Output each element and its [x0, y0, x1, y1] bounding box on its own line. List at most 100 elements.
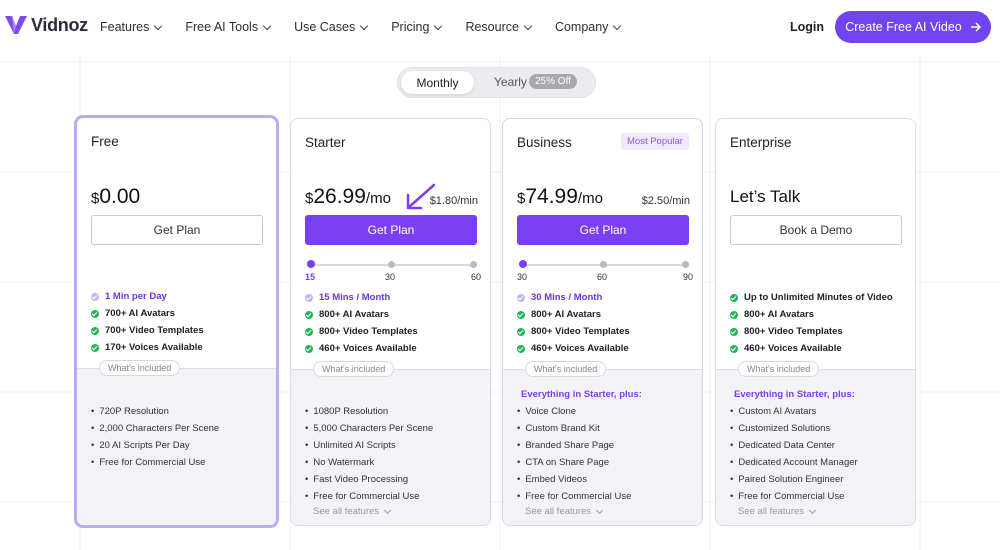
price-period: /mo: [577, 190, 603, 207]
list-item: Dedicated Data Center: [730, 437, 858, 454]
see-all-features-link[interactable]: See all features: [525, 506, 604, 517]
nav-company[interactable]: Company: [554, 20, 622, 34]
feature-text: 460+ Voices Available: [744, 343, 842, 354]
list-item: 800+ Video Templates: [730, 323, 893, 340]
book-demo-button[interactable]: Book a Demo: [730, 215, 902, 245]
billing-yearly-option[interactable]: Yearly: [494, 75, 527, 89]
feature-text: 170+ Voices Available: [105, 342, 203, 353]
cta-label: Create Free AI Video: [845, 20, 962, 34]
list-item: Unlimited AI Scripts: [305, 437, 433, 454]
login-link[interactable]: Login: [790, 20, 825, 34]
minutes-slider[interactable]: 15 30 60: [305, 260, 481, 282]
feature-list: 30 Mins / Month 800+ AI Avatars 800+ Vid…: [517, 289, 630, 357]
billing-monthly-option[interactable]: Monthly: [401, 71, 474, 94]
get-plan-button[interactable]: Get Plan: [517, 215, 689, 245]
list-item: 800+ AI Avatars: [517, 306, 630, 323]
nav-features[interactable]: Features: [100, 20, 163, 34]
list-item: 2,000 Characters Per Scene: [91, 420, 219, 437]
get-plan-button[interactable]: Get Plan: [305, 215, 477, 245]
nav-label: Pricing: [391, 20, 430, 34]
slider-tick-label: 60: [597, 272, 608, 282]
chevron-down-icon: [262, 21, 272, 30]
chevron-down-icon: [383, 506, 392, 514]
list-item: Custom Brand Kit: [517, 420, 631, 437]
slider-tick-label: 60: [471, 272, 482, 282]
list-item: 5,000 Characters Per Scene: [305, 420, 433, 437]
chevron-down-icon: [154, 21, 163, 30]
list-item: Up to Unlimited Minutes of Video: [730, 289, 893, 306]
minutes-slider[interactable]: 30 60 90: [517, 260, 693, 282]
slider-stop[interactable]: [470, 261, 477, 268]
chevron-down-icon: [359, 21, 369, 30]
list-item: 20 AI Scripts Per Day: [91, 437, 219, 454]
feature-text: 800+ AI Avatars: [531, 309, 601, 320]
slider-stop[interactable]: [600, 261, 607, 268]
see-all-features-link[interactable]: See all features: [738, 506, 817, 517]
included-section: What's included 1080P Resolution 5,000 C…: [291, 361, 490, 525]
feature-list: 15 Mins / Month 800+ AI Avatars 800+ Vid…: [305, 289, 418, 357]
list-item: CTA on Share Page: [517, 454, 631, 471]
nav-use-cases[interactable]: Use Cases: [294, 20, 369, 34]
included-section: What's included Everything in Starter, p…: [503, 361, 702, 525]
slider-stop[interactable]: [388, 261, 395, 268]
slider-handle[interactable]: [307, 260, 315, 268]
list-item: 1 Min per Day: [91, 288, 204, 305]
create-free-video-button[interactable]: Create Free AI Video: [835, 11, 991, 43]
plan-name: Free: [91, 134, 119, 149]
list-item: 800+ Video Templates: [305, 323, 418, 340]
feature-list: Up to Unlimited Minutes of Video 800+ AI…: [730, 289, 893, 357]
feature-text: 15 Mins / Month: [319, 292, 391, 303]
get-plan-button[interactable]: Get Plan: [91, 215, 263, 245]
whats-included-tag: What's included: [313, 361, 395, 377]
list-item: 30 Mins / Month: [517, 289, 630, 306]
nav-label: Use Cases: [294, 20, 356, 34]
list-item: 460+ Voices Available: [305, 340, 418, 357]
brand-logo[interactable]: Vidnoz: [4, 14, 88, 36]
list-item: Free for Commercial Use: [305, 488, 433, 505]
plan-card-free: Free $0.00 Get Plan 1 Min per Day 700+ A…: [74, 115, 279, 528]
slider-stop[interactable]: [682, 261, 689, 268]
list-item: 800+ Video Templates: [517, 323, 630, 340]
slider-tick-label: 15: [305, 272, 316, 282]
list-item: 460+ Voices Available: [730, 340, 893, 357]
check-icon: [517, 327, 525, 336]
arrow-annotation-icon: [406, 183, 436, 210]
nav-resource[interactable]: Resource: [465, 20, 533, 34]
most-popular-badge: Most Popular: [621, 133, 689, 150]
check-icon: [517, 293, 525, 302]
list-item: 700+ Video Templates: [91, 322, 204, 339]
nav-free-ai-tools[interactable]: Free AI Tools: [185, 20, 272, 34]
feature-text: 800+ AI Avatars: [744, 309, 814, 320]
check-icon: [91, 309, 99, 318]
chevron-down-icon: [808, 506, 817, 514]
included-list: 720P Resolution 2,000 Characters Per Sce…: [91, 403, 219, 471]
check-icon: [91, 326, 99, 335]
billing-toggle: Monthly Yearly 25% Off: [397, 67, 596, 98]
plan-card-starter: Starter $26.99/mo $1.80/min Get Plan 15 …: [290, 118, 491, 526]
list-item: 800+ AI Avatars: [730, 306, 893, 323]
feature-text: 1 Min per Day: [105, 291, 167, 302]
feature-text: Up to Unlimited Minutes of Video: [744, 292, 893, 303]
slider-handle[interactable]: [519, 260, 527, 268]
included-list: Custom AI Avatars Customized Solutions D…: [730, 403, 858, 505]
plan-price: $26.99/mo: [305, 185, 391, 209]
list-item: Branded Share Page: [517, 437, 631, 454]
check-icon: [91, 292, 99, 301]
see-all-features-link[interactable]: See all features: [313, 506, 392, 517]
list-item: Embed Videos: [517, 471, 631, 488]
list-item: Free for Commercial Use: [91, 454, 219, 471]
everything-plus-label: Everything in Starter, plus:: [734, 389, 855, 400]
nav-label: Resource: [465, 20, 519, 34]
nav-label: Company: [554, 20, 609, 34]
nav-label: Features: [100, 20, 150, 34]
list-item: 15 Mins / Month: [305, 289, 418, 306]
nav-label: Free AI Tools: [185, 20, 259, 34]
check-icon: [517, 344, 525, 353]
top-nav-bar: Vidnoz Features Free AI Tools Use Cases …: [0, 0, 1000, 56]
list-item: 800+ AI Avatars: [305, 306, 418, 323]
nav-pricing[interactable]: Pricing: [391, 20, 443, 34]
list-item: 720P Resolution: [91, 403, 219, 420]
list-item: No Watermark: [305, 454, 433, 471]
check-icon: [305, 310, 313, 319]
list-item: 460+ Voices Available: [517, 340, 630, 357]
